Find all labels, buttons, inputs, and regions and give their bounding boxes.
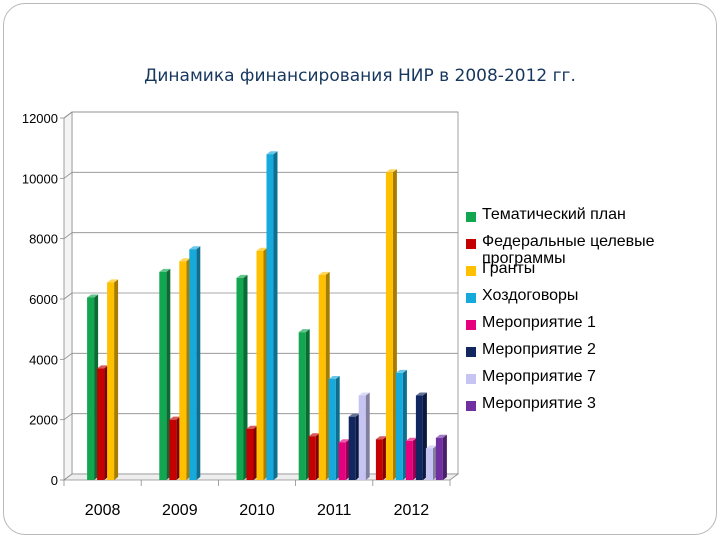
legend-swatch (466, 212, 476, 222)
x-tick-label: 2011 (317, 502, 352, 519)
bar (425, 445, 437, 480)
bar (395, 369, 407, 480)
bar (107, 279, 119, 480)
gridline-side (63, 292, 73, 300)
legend-swatch (466, 266, 476, 276)
y-tick-label: 2000 (29, 413, 58, 428)
legend-item: Мероприятие 2 (466, 341, 716, 368)
bar (358, 392, 370, 480)
legend-swatch (466, 320, 476, 330)
bar (159, 268, 171, 480)
y-tick-label: 6000 (29, 292, 58, 307)
legend-swatch (466, 347, 476, 357)
legend-item: Хоздоговоры (466, 287, 716, 314)
gridline-side (63, 232, 73, 239)
legend-item: Федеральные целевые программы (466, 233, 716, 267)
legend-label: Тематический план (482, 206, 626, 223)
x-tick-label: 2010 (239, 502, 275, 519)
gridline-side (63, 413, 73, 420)
x-tick-label: 2008 (85, 502, 121, 519)
bar (338, 439, 350, 480)
gridline-side (63, 172, 73, 179)
bar (385, 169, 397, 481)
bar (415, 392, 427, 480)
legend-swatch (466, 293, 476, 303)
legend-item: Мероприятие 3 (466, 395, 716, 422)
legend-item: Тематический план (466, 206, 716, 233)
y-tick-label: 0 (51, 473, 58, 488)
legend-label: Мероприятие 7 (482, 368, 596, 385)
bar (308, 433, 320, 480)
x-tick-label: 2012 (394, 502, 430, 519)
y-tick-label: 4000 (29, 352, 58, 367)
legend-label: Хоздоговоры (482, 287, 579, 304)
bar (298, 329, 310, 480)
bar (189, 246, 201, 480)
bar (318, 271, 330, 480)
legend-label: Мероприятие 1 (482, 314, 596, 331)
legend-label: Федеральные целевые программы (482, 233, 655, 267)
legend-item: Мероприятие 1 (466, 314, 716, 341)
y-tick-label: 10000 (22, 171, 58, 186)
legend-item: Гранты (466, 260, 716, 287)
bar (328, 375, 340, 480)
chart-title: Динамика финансирования НИР в 2008-2012 … (144, 66, 576, 86)
bar (169, 416, 181, 480)
bar (246, 425, 258, 480)
y-tick-label: 12000 (22, 111, 58, 126)
legend-label: Мероприятие 3 (482, 395, 596, 412)
chart-legend: Тематический план Федеральные целевые пр… (466, 206, 716, 422)
x-tick-label: 2009 (162, 502, 198, 519)
gridline-side (63, 353, 73, 360)
y-tick-label: 8000 (29, 232, 58, 247)
bar (435, 434, 447, 480)
legend-swatch (466, 239, 476, 249)
legend-swatch (466, 401, 476, 411)
bar (97, 365, 109, 480)
bar (266, 151, 278, 480)
legend-swatch (466, 374, 476, 384)
legend-label: Мероприятие 2 (482, 341, 596, 358)
bar (375, 436, 387, 480)
gridline-side (63, 111, 73, 119)
bar (256, 247, 268, 480)
bar (236, 274, 248, 480)
bar (179, 258, 191, 480)
bar (87, 294, 99, 480)
legend-item: Мероприятие 7 (466, 368, 716, 395)
bar (405, 437, 417, 480)
legend-label: Гранты (482, 260, 536, 277)
bar (348, 413, 360, 480)
